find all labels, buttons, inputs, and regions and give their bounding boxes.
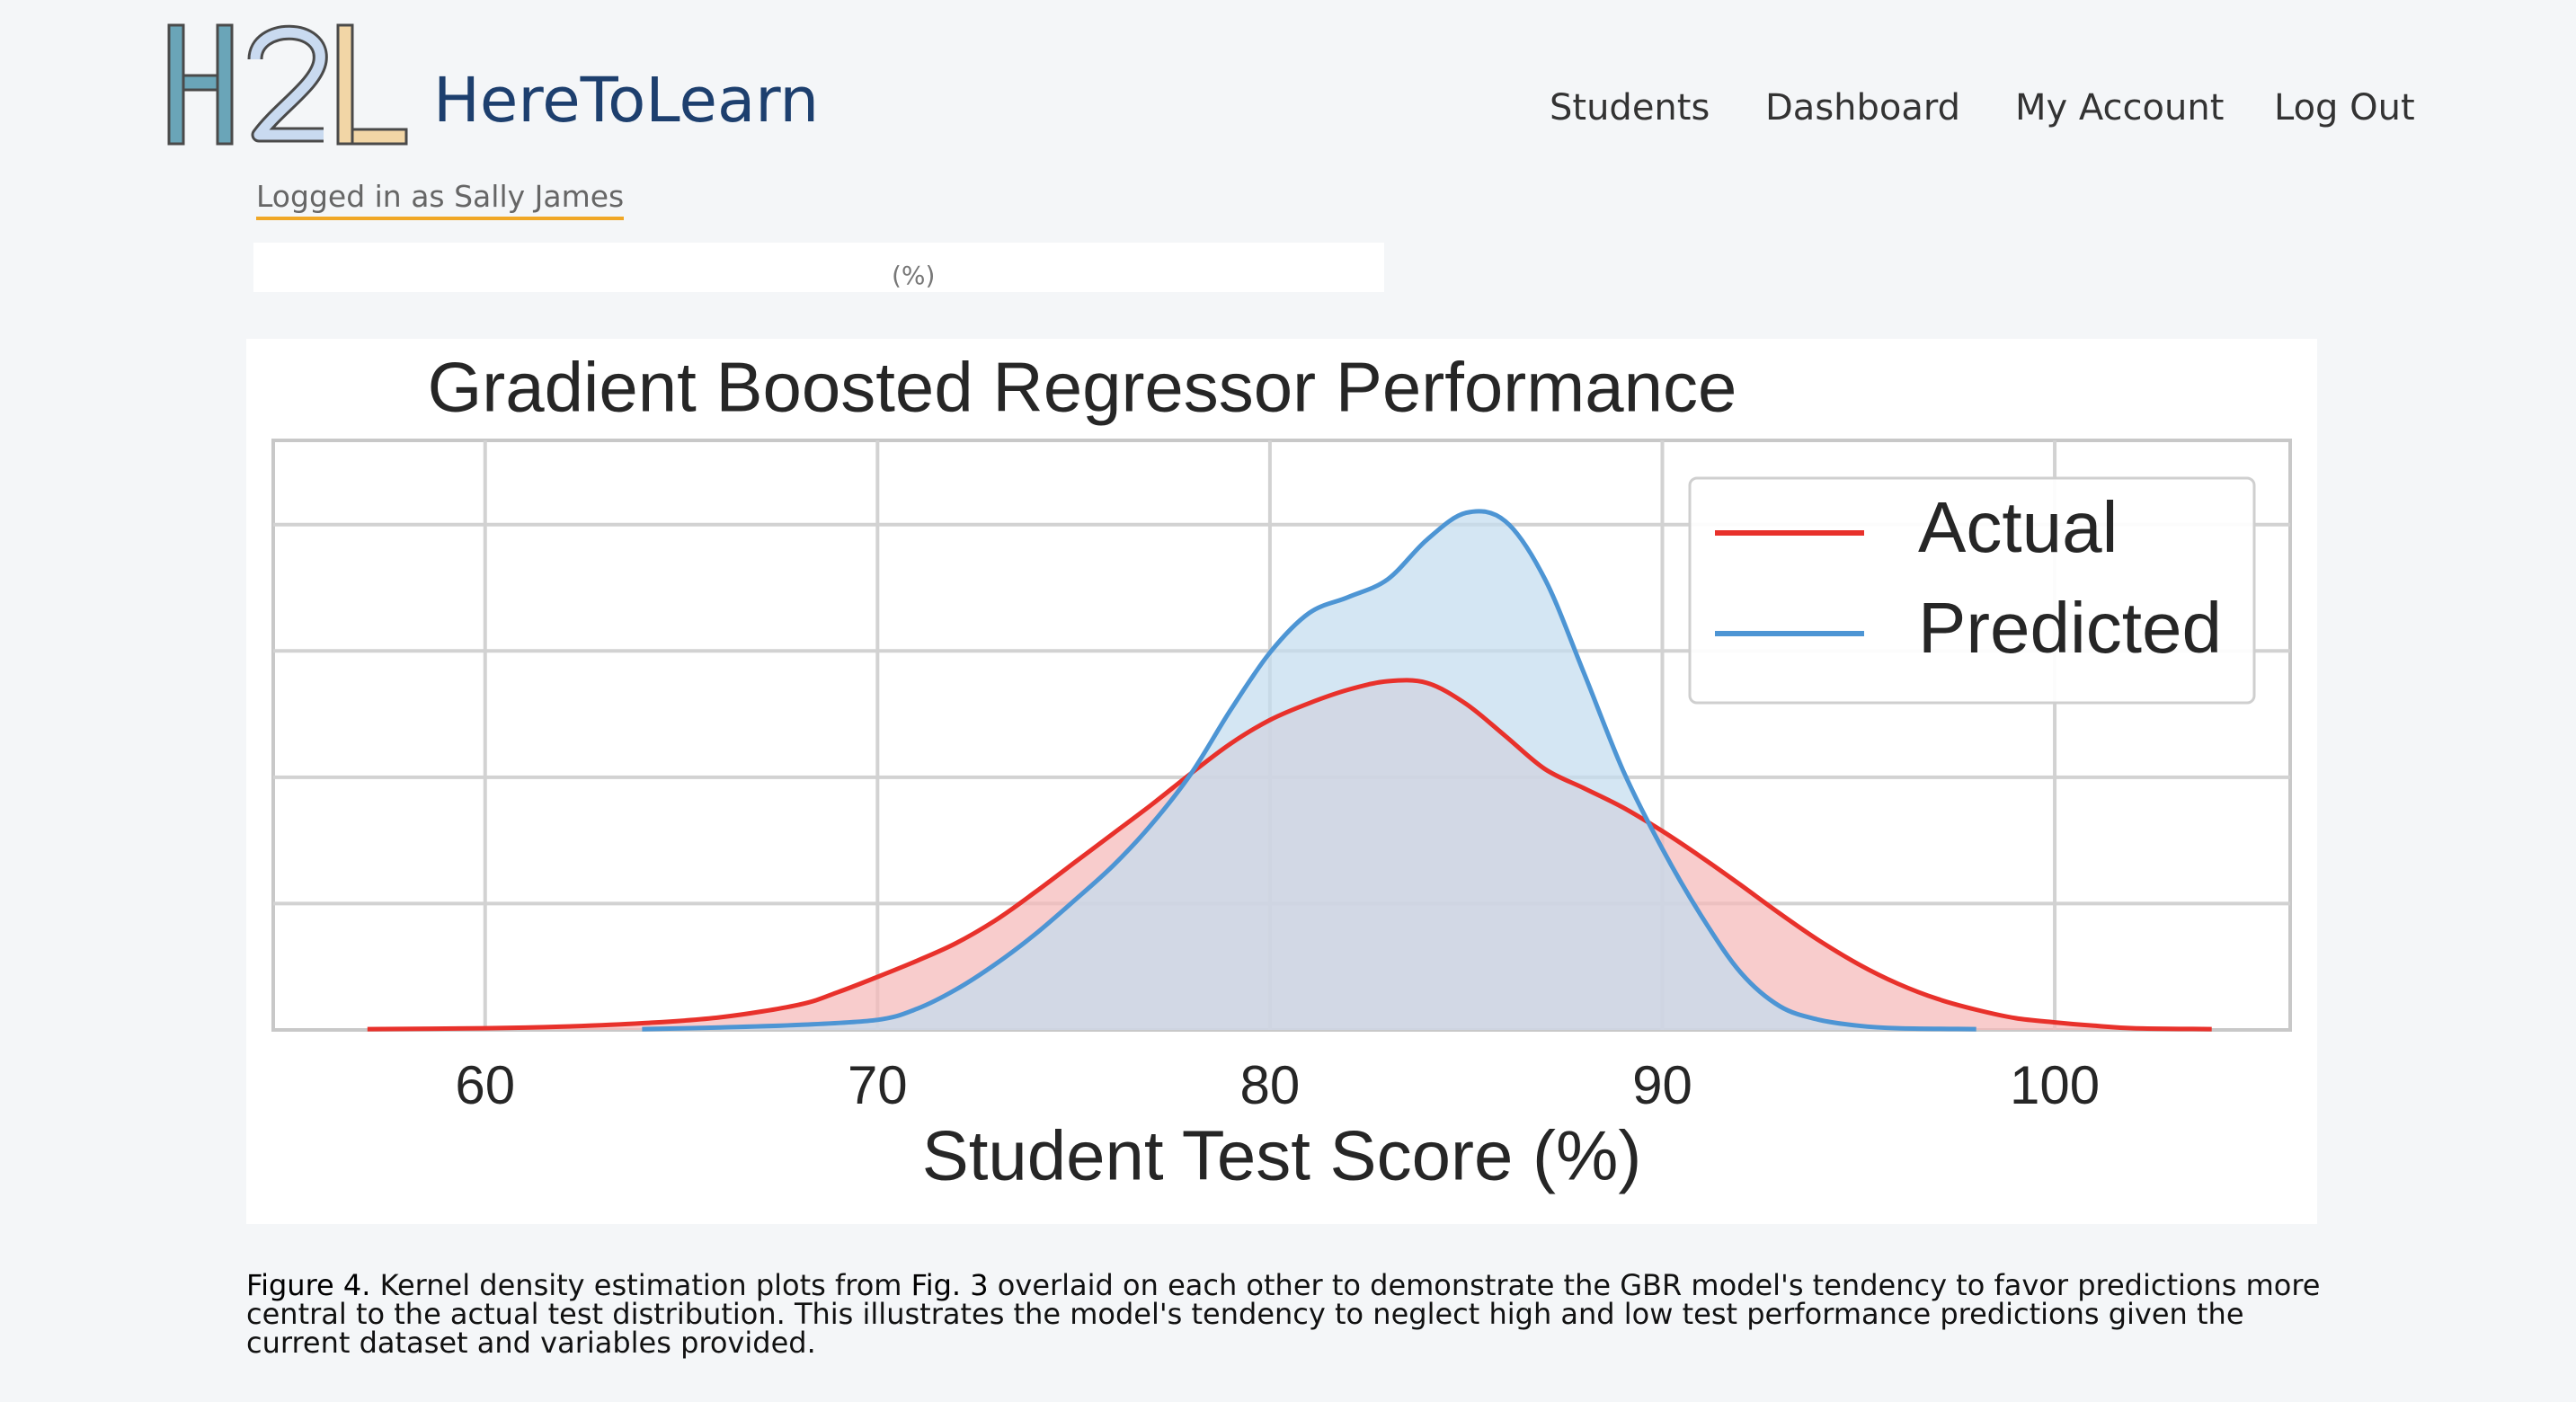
density-lines bbox=[367, 509, 2212, 1032]
predicted-line bbox=[642, 509, 1976, 1032]
x-tick-label-90: 90 bbox=[1632, 1055, 1692, 1115]
figure-4: Gradient Boosted Regressor Performance 6… bbox=[246, 339, 2317, 1224]
previous-figure-fragment: (%) bbox=[892, 261, 936, 290]
x-tick-labels: 60 70 80 90 100 bbox=[455, 1055, 2100, 1115]
actual-line bbox=[367, 678, 2212, 1032]
chart-title: Gradient Boosted Regressor Performance bbox=[428, 348, 1737, 427]
logged-in-status: Logged in as Sally James bbox=[256, 182, 625, 220]
x-tick-label-60: 60 bbox=[455, 1055, 515, 1115]
figure-caption: Figure 4. Kernel density estimation plot… bbox=[246, 1271, 2332, 1357]
caption-label: Figure 4. bbox=[246, 1268, 371, 1302]
x-tick-label-80: 80 bbox=[1240, 1055, 1301, 1115]
x-axis-label: Student Test Score (%) bbox=[922, 1116, 1642, 1195]
previous-figure-card: (%) bbox=[253, 243, 1384, 292]
caption-text-2: overlaid on each other to demonstrate th… bbox=[246, 1268, 2321, 1360]
nav-students[interactable]: Students bbox=[1550, 87, 1710, 129]
predicted-area bbox=[642, 510, 1976, 1030]
legend-actual-label: Actual bbox=[1918, 487, 2118, 567]
nav-log-out[interactable]: Log Out bbox=[2274, 87, 2415, 129]
nav-dashboard[interactable]: Dashboard bbox=[1765, 87, 1961, 129]
kde-chart: Gradient Boosted Regressor Performance 6… bbox=[271, 348, 2292, 1195]
h2l-logo[interactable] bbox=[162, 18, 413, 153]
legend-predicted-label: Predicted bbox=[1918, 588, 2222, 668]
density-areas bbox=[367, 510, 2212, 1030]
legend: Actual Predicted bbox=[1688, 476, 2256, 705]
brand-name[interactable]: HereToLearn bbox=[433, 65, 820, 137]
nav-my-account[interactable]: My Account bbox=[2015, 87, 2225, 129]
caption-text-1: Kernel density estimation plots from bbox=[379, 1268, 902, 1302]
caption-figure-ref: Fig. 3 bbox=[910, 1268, 989, 1302]
x-tick-label-70: 70 bbox=[848, 1055, 908, 1115]
x-tick-label-100: 100 bbox=[2010, 1055, 2100, 1115]
